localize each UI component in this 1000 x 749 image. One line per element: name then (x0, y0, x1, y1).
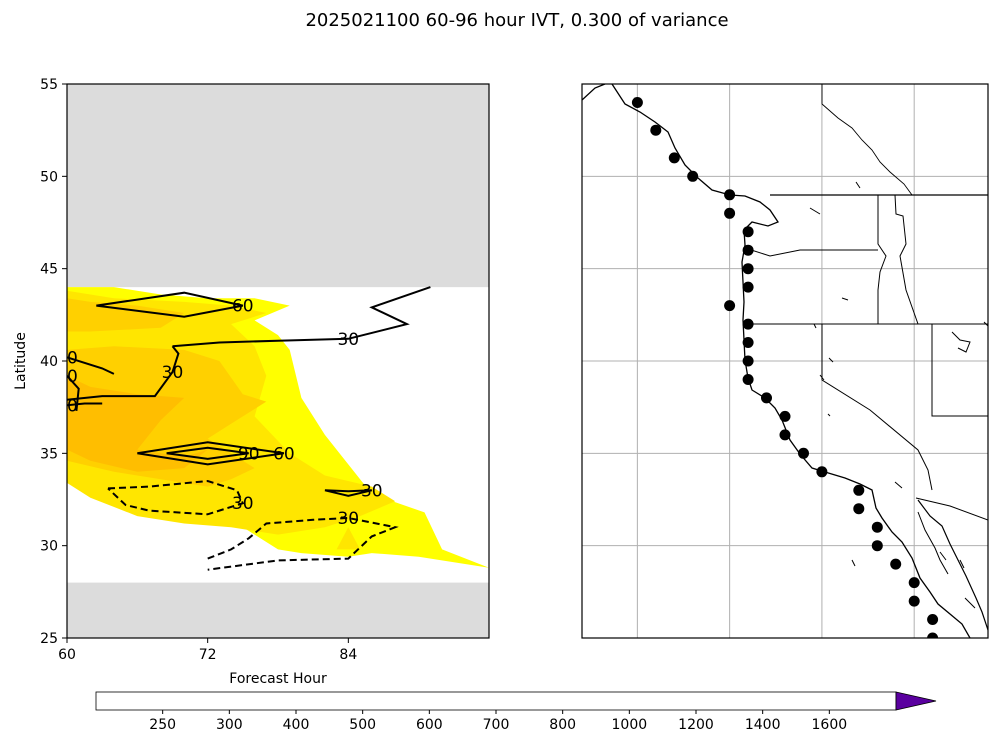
contour-line (67, 356, 115, 375)
contour-line (67, 375, 80, 412)
colorbar-tick-label: 1400 (745, 717, 781, 733)
y-axis-label: Latitude (13, 332, 29, 390)
colorbar-tick-label: 600 (416, 717, 443, 733)
no-data-band (67, 582, 489, 638)
contour-line (166, 446, 249, 460)
state-borders (744, 194, 988, 521)
station-point (908, 595, 920, 607)
station-point (871, 521, 883, 533)
station-point (742, 281, 754, 293)
contour-label: 30 (337, 330, 359, 350)
gulf-coast (917, 511, 949, 575)
contour-label: 60 (232, 297, 254, 317)
ivt-fill-500 (67, 375, 208, 472)
station-point (742, 226, 754, 238)
no-data-band (67, 84, 489, 288)
contour-label: 60 (56, 348, 78, 368)
contour-line (172, 286, 431, 348)
contour-line (107, 479, 245, 516)
colorbar-tick-label: 700 (483, 717, 510, 733)
station-point (779, 410, 791, 422)
station-point (668, 152, 680, 164)
figure-title: 2025021100 60-96 hour IVT, 0.300 of vari… (305, 10, 728, 31)
colorbar-tick-label: 300 (216, 717, 243, 733)
station-point (816, 466, 828, 478)
colorbar-tick-label: 1000 (612, 717, 648, 733)
contour-label: 60 (56, 367, 78, 387)
contour-line (207, 516, 399, 571)
station-point (742, 374, 754, 385)
x-axis-label: Forecast Hour (229, 671, 327, 687)
lake-details (809, 181, 988, 609)
colorbar-tick-label: 250 (149, 717, 176, 733)
colorbar-tick-label: 1600 (812, 717, 848, 733)
station-point (798, 447, 809, 459)
y-tick-label: 50 (40, 169, 58, 185)
x-tick-label: 72 (199, 647, 217, 663)
baja-peninsula (917, 499, 988, 631)
y-tick-label: 55 (40, 77, 58, 93)
station-point (724, 207, 736, 219)
colorbar-tick-label: 400 (283, 717, 310, 733)
station-points (631, 97, 939, 638)
station-point (890, 558, 902, 570)
station-point (853, 484, 865, 496)
map-content (582, 84, 988, 638)
colorbar-cells (95, 691, 897, 711)
station-point (631, 97, 643, 108)
station-point (742, 263, 754, 275)
y-tick-label: 45 (40, 262, 58, 278)
left-axis-ticks: 60 72 84 25 30 35 40 45 50 55 (40, 77, 357, 663)
colorbar-tick-label: 1200 (678, 717, 714, 733)
colorbar-tick-label: 500 (349, 717, 376, 733)
station-point (742, 244, 754, 256)
station-point (687, 170, 699, 182)
colorbar-ticks: 250 300 400 500 600 700 800 1000 1200 1400 1600 (149, 710, 847, 733)
station-point (871, 540, 883, 552)
x-tick-label: 60 (58, 647, 76, 663)
station-point (853, 503, 865, 515)
contour-label: 60 (273, 444, 295, 464)
colorbar-extend-arrow (895, 691, 937, 711)
contour-label: 30 (162, 363, 184, 383)
map-gridlines (582, 84, 988, 638)
colorbar-frame (95, 691, 897, 711)
station-point (927, 632, 939, 638)
right-axes-frame (581, 83, 989, 639)
ivt-fill-300 (336, 527, 361, 550)
station-point (742, 318, 754, 330)
map-panel (581, 83, 989, 639)
contour-line (96, 291, 244, 318)
y-tick-label: 40 (40, 354, 58, 370)
contour-label: 30 (361, 481, 383, 501)
station-point (779, 429, 791, 441)
y-tick-label: 25 (40, 631, 58, 647)
station-point (724, 189, 736, 201)
station-point (650, 124, 662, 136)
station-point (742, 355, 754, 367)
x-tick-label: 84 (339, 647, 357, 663)
contour-line (67, 345, 180, 401)
station-point (761, 392, 772, 404)
bc-alberta-border (821, 84, 913, 196)
contour-line (67, 402, 103, 407)
colorbar-tick-label: 800 (549, 717, 576, 733)
colorbar: 250 300 400 500 600 700 800 1000 1200 1400 1600 (95, 691, 937, 733)
contour-label: 30 (232, 494, 254, 514)
contour-line (324, 489, 373, 497)
contour-label: 90 (56, 396, 78, 416)
contour-line (137, 441, 285, 466)
ivt-filled-contours (67, 84, 489, 638)
contour-label: 90 (238, 444, 260, 464)
y-tick-label: 30 (40, 539, 58, 555)
station-point (742, 337, 754, 348)
station-point (724, 300, 736, 312)
station-point (927, 614, 939, 625)
contour-label: 30 (337, 509, 359, 529)
station-point (908, 577, 920, 589)
y-tick-label: 35 (40, 446, 58, 462)
